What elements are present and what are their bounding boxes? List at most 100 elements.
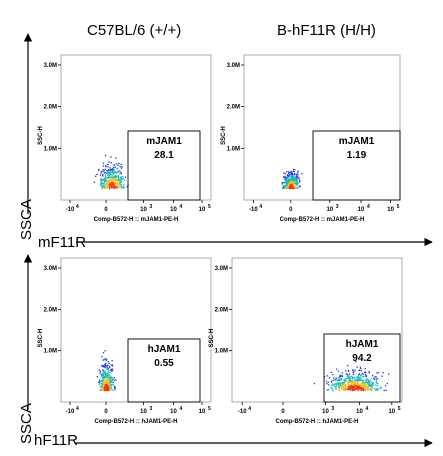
event-dot	[375, 376, 377, 378]
event-dot	[289, 184, 292, 186]
event-dot	[103, 181, 106, 184]
event-dot	[100, 179, 102, 181]
event-dot	[288, 187, 290, 189]
event-dot	[353, 370, 355, 373]
gate-percentage: 94.2	[352, 353, 372, 364]
event-dot	[101, 179, 104, 182]
event-dot	[359, 378, 361, 381]
event-dot	[377, 385, 379, 387]
event-dot	[106, 181, 108, 183]
event-dot	[110, 174, 112, 176]
event-dot	[110, 182, 113, 184]
event-dot	[114, 170, 116, 172]
event-dot	[106, 378, 108, 381]
event-dot	[353, 389, 355, 391]
event-dot	[367, 387, 369, 389]
event-dot	[290, 182, 292, 184]
event-dot	[112, 178, 114, 180]
event-dot	[334, 378, 336, 381]
event-dot	[366, 385, 369, 387]
event-dot	[348, 381, 350, 383]
event-dot	[104, 387, 106, 390]
event-dot	[334, 383, 337, 385]
event-dot	[344, 379, 346, 381]
event-dot	[361, 388, 363, 391]
x-tick-label: -10	[249, 207, 258, 213]
event-dot	[332, 389, 334, 391]
event-dot	[121, 178, 124, 180]
event-dot	[109, 169, 111, 171]
event-dot	[357, 378, 359, 381]
x-axis-title: Comp-B572-H :: mJAM1-PE-H	[94, 217, 179, 223]
event-dot	[102, 380, 104, 383]
event-dot	[340, 379, 343, 381]
y-tick-label: 3.0M	[44, 63, 57, 69]
event-dot	[376, 389, 379, 391]
event-dot	[294, 177, 296, 179]
event-dot	[100, 178, 102, 180]
event-dot	[290, 170, 293, 173]
event-dot	[118, 184, 121, 186]
event-dot	[284, 182, 286, 184]
event-dot	[102, 359, 104, 361]
event-dot	[115, 171, 117, 173]
event-dot	[368, 372, 370, 374]
event-dot	[355, 379, 357, 381]
event-dot	[111, 181, 113, 184]
event-dot	[299, 181, 301, 183]
event-dot	[388, 373, 390, 375]
event-dot	[366, 377, 368, 380]
event-dot	[338, 378, 340, 380]
event-dot	[337, 386, 340, 388]
event-dot	[363, 381, 365, 384]
scatter-dots	[313, 360, 390, 392]
event-dot	[289, 182, 291, 184]
event-dot	[117, 179, 120, 181]
y-axis-title: SSC-H	[221, 126, 227, 145]
event-dot	[283, 187, 285, 190]
event-dot	[104, 380, 106, 383]
event-dot	[119, 178, 122, 180]
event-dot	[106, 187, 108, 189]
event-dot	[349, 377, 352, 380]
event-dot	[111, 174, 113, 176]
event-dot	[335, 377, 337, 379]
event-dot	[297, 170, 299, 172]
y-tick-label: 2.0M	[44, 307, 57, 313]
event-dot	[100, 373, 102, 376]
event-dot	[352, 388, 354, 390]
event-dot	[109, 173, 112, 176]
event-dot	[117, 171, 120, 173]
event-dot	[361, 379, 363, 381]
event-dot	[100, 185, 102, 187]
event-dot	[345, 380, 347, 382]
event-dot	[360, 389, 362, 392]
event-dot	[375, 388, 377, 390]
x-tick-exponent: 4	[366, 406, 369, 412]
event-dot	[107, 374, 109, 377]
event-dot	[331, 385, 333, 387]
event-dot	[292, 176, 294, 178]
event-dot	[102, 376, 105, 378]
event-dot	[111, 169, 113, 171]
event-dot	[376, 372, 378, 374]
event-dot	[108, 161, 110, 163]
event-dot	[294, 186, 296, 188]
event-dot	[107, 372, 109, 374]
event-dot	[351, 369, 354, 371]
event-dot	[116, 187, 118, 189]
event-dot	[348, 375, 350, 377]
event-dot	[292, 170, 295, 172]
event-dot	[377, 383, 379, 385]
event-dot	[108, 172, 110, 174]
event-dot	[113, 389, 115, 392]
event-dot	[333, 383, 335, 386]
event-dot	[121, 166, 123, 168]
event-dot	[119, 176, 122, 179]
event-dot	[352, 385, 354, 387]
event-dot	[358, 373, 360, 376]
event-dot	[101, 384, 103, 386]
event-dot	[355, 386, 358, 388]
event-dot	[107, 389, 109, 392]
